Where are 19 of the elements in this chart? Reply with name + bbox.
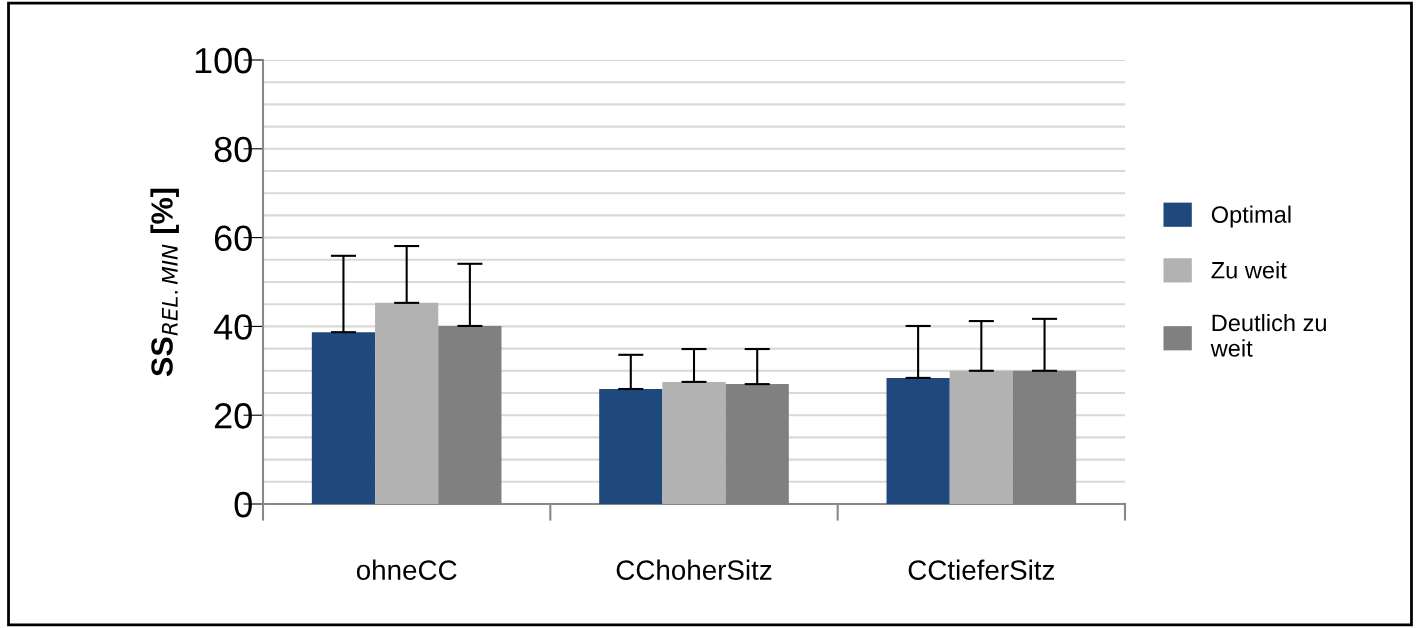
bar <box>949 370 1013 504</box>
legend-label: Zu weit <box>1211 261 1287 279</box>
x-tick-label: CChoherSitz <box>616 559 772 580</box>
bar <box>662 381 726 504</box>
y-tick-label: 60 <box>214 225 252 252</box>
legend-label: Deutlich zu weit <box>1210 313 1326 357</box>
bar <box>886 377 950 504</box>
bar <box>375 302 439 504</box>
y-axis-title: SS$_{REL.MIN}$ [%] <box>150 188 179 377</box>
y-tick-label: 20 <box>214 403 252 429</box>
bar <box>311 332 376 504</box>
y-tick-label: 100 <box>195 47 252 74</box>
y-tick-label: 80 <box>214 136 252 163</box>
bar <box>599 389 663 504</box>
y-tick-label: 0 <box>234 491 252 518</box>
legend-label: Optimal <box>1211 205 1291 228</box>
y-tick-label: 40 <box>213 314 252 340</box>
x-tick-label: ohneCC <box>356 559 457 580</box>
x-tick-label: CCtieferSitz <box>908 559 1055 580</box>
